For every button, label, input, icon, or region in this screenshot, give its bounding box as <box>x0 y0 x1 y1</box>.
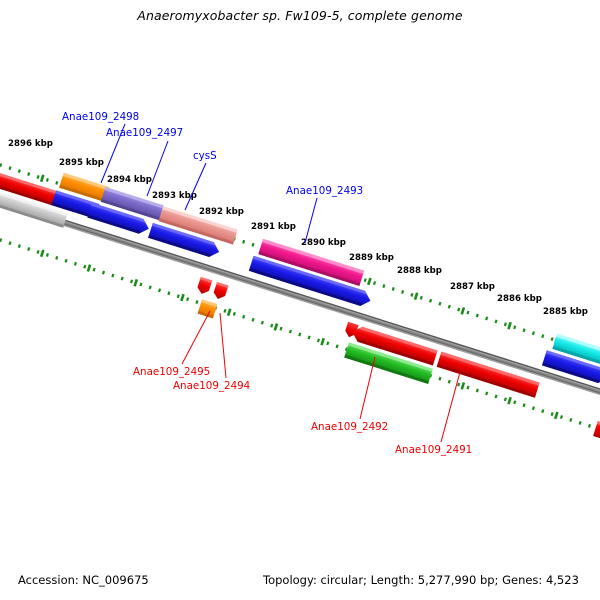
feature-track-below[interactable] <box>190 275 600 451</box>
feature-red-marker-b[interactable] <box>212 281 229 301</box>
leader-line-anae109-2491 <box>440 371 461 443</box>
feature-anae109-2493-magenta[interactable] <box>258 238 365 286</box>
feature-anae109-2492-green[interactable] <box>344 342 433 384</box>
genome-stats-label: Topology: circular; Length: 5,277,990 bp… <box>263 573 579 587</box>
tick-label: 2889 kbp <box>349 253 394 263</box>
genome-backbone-axis[interactable] <box>0 190 600 402</box>
tick-label: 2892 kbp <box>199 207 244 217</box>
feature-anae109-2497-purple[interactable] <box>100 186 164 221</box>
ruler-dots-upper <box>0 157 600 360</box>
tick-label: 2894 kbp <box>107 175 152 185</box>
feature-anae109-2498-orange[interactable] <box>59 172 110 203</box>
feature-silver-left-edge[interactable] <box>0 188 68 228</box>
tick-label: 2896 kbp <box>8 139 53 149</box>
feature-anae109-2492-red[interactable] <box>350 324 438 366</box>
feature-anae109-2497-blue[interactable] <box>87 202 151 236</box>
leader-line-anae109-2493 <box>304 197 318 244</box>
ruler-track-upper <box>0 157 600 366</box>
gene-label-anae109-2491[interactable]: Anae109_2491 <box>395 444 472 456</box>
gene-label-anae109-2493[interactable]: Anae109_2493 <box>286 185 363 197</box>
tick-label: 2890 kbp <box>301 238 346 248</box>
leader-line-anae109-2494 <box>219 312 227 379</box>
tick-label: 2891 kbp <box>251 222 296 232</box>
page-title: Anaeromyxobacter sp. Fw109-5, complete g… <box>137 8 463 23</box>
leader-line-anae109-2498 <box>100 123 126 184</box>
leader-line-anae109-2495 <box>181 310 211 365</box>
feature-cyss-blue[interactable] <box>148 222 221 259</box>
feature-anae109-2491-red[interactable] <box>436 351 540 398</box>
tick-label: 2887 kbp <box>450 282 495 292</box>
gene-label-anae109-2495[interactable]: Anae109_2495 <box>133 366 210 378</box>
ruler-track-lower <box>0 232 600 441</box>
feature-blue-right[interactable] <box>541 350 600 385</box>
tick-label: 2886 kbp <box>497 294 542 304</box>
ruler-tick-labels: 2896 kbp 2895 kbp 2894 kbp 2893 kbp 2892… <box>8 139 588 317</box>
feature-track-above[interactable] <box>0 152 600 412</box>
gene-labels[interactable]: Anae109_2498 Anae109_2497 cysS Anae109_2… <box>62 111 472 456</box>
feature-cyan-right[interactable] <box>552 333 600 368</box>
feature-anae109-2493-blue[interactable] <box>248 255 373 309</box>
tick-label: 2885 kbp <box>543 307 588 317</box>
tick-label: 2893 kbp <box>152 191 197 201</box>
tick-label: 2895 kbp <box>59 158 104 168</box>
accession-label: Accession: NC_009675 <box>18 573 149 587</box>
gene-label-anae109-2494[interactable]: Anae109_2494 <box>173 380 250 392</box>
feature-red-bottom-right-edge[interactable] <box>593 420 600 450</box>
feature-red-marker-a[interactable] <box>196 276 213 296</box>
ruler-major-ticks-lower <box>0 234 600 441</box>
tick-label: 2888 kbp <box>397 266 442 276</box>
leader-line-cyss <box>184 162 207 211</box>
feature-cyss-salmon[interactable] <box>158 206 238 245</box>
leader-line-anae109-2492 <box>359 356 376 420</box>
gene-label-anae109-2492[interactable]: Anae109_2492 <box>311 421 388 433</box>
leader-line-anae109-2497 <box>146 140 169 197</box>
gene-label-anae109-2498[interactable]: Anae109_2498 <box>62 111 139 123</box>
ruler-dots-lower <box>0 232 600 435</box>
gene-label-anae109-2497[interactable]: Anae109_2497 <box>106 127 183 139</box>
gene-label-cyss[interactable]: cysS <box>193 150 217 162</box>
feature-anae109-2494-orange[interactable] <box>197 299 218 319</box>
